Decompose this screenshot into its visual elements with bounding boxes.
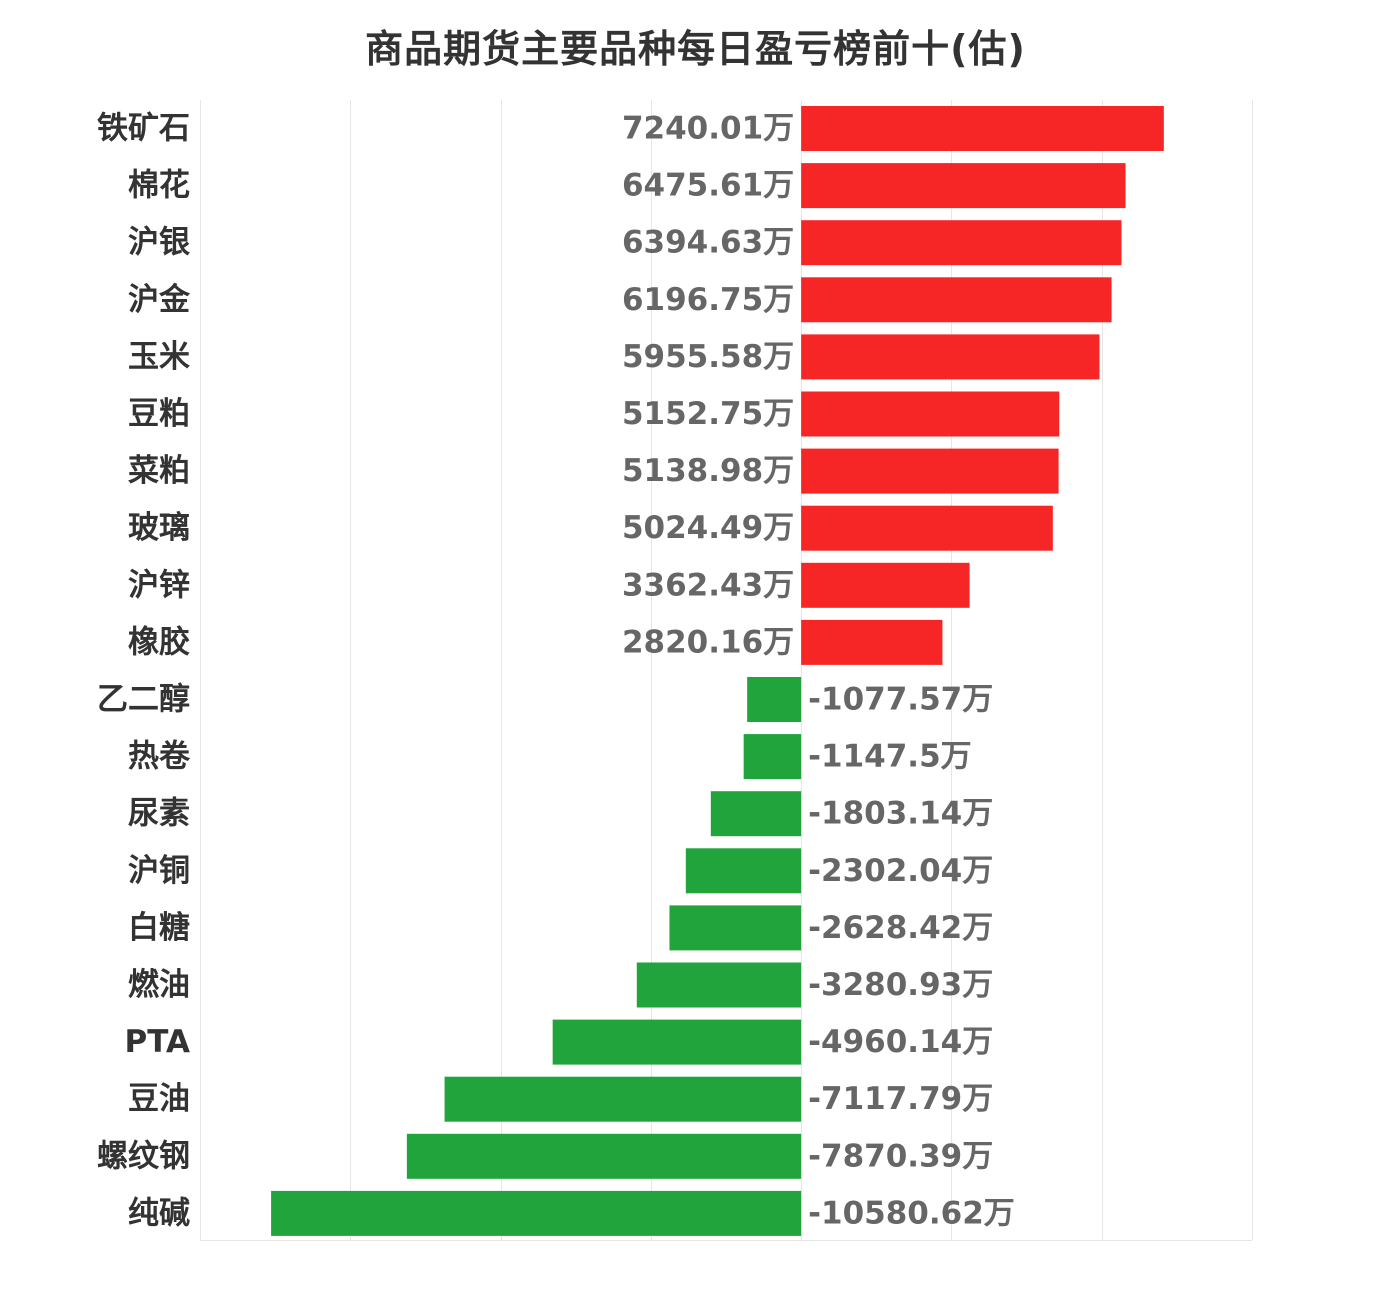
bar-15 bbox=[636, 962, 802, 1008]
category-label: 沪铜 bbox=[128, 853, 190, 889]
category-label: 玉米 bbox=[128, 339, 190, 375]
category-label: 螺纹钢 bbox=[97, 1138, 190, 1174]
bar-17 bbox=[444, 1076, 802, 1122]
bar-5 bbox=[801, 391, 1060, 437]
value-label: -3280.93万 bbox=[808, 967, 993, 1003]
value-label: -2628.42万 bbox=[808, 910, 993, 946]
value-label: 6196.75万 bbox=[622, 282, 794, 318]
value-label: -10580.62万 bbox=[808, 1195, 1015, 1231]
category-label: 乙二醇 bbox=[97, 682, 190, 718]
category-label: 白糖 bbox=[128, 910, 190, 946]
value-label: -7870.39万 bbox=[808, 1138, 993, 1174]
chart-title: 商品期货主要品种每日盈亏榜前十(估) bbox=[365, 27, 1026, 71]
value-label: 6394.63万 bbox=[622, 225, 794, 261]
bar-16 bbox=[552, 1019, 802, 1065]
bar-7 bbox=[801, 505, 1053, 551]
value-labels: 7240.01万 6475.61万 6394.63万 6196.75万 5955.58万… bbox=[622, 111, 1015, 1232]
bar-18 bbox=[406, 1133, 802, 1179]
bar-19 bbox=[271, 1190, 802, 1236]
value-label: 2820.16万 bbox=[622, 624, 794, 660]
bar-3 bbox=[801, 277, 1112, 323]
value-label: 3362.43万 bbox=[622, 567, 794, 603]
value-label: -1803.14万 bbox=[808, 796, 993, 832]
bar-0 bbox=[801, 106, 1164, 151]
bar-12 bbox=[710, 791, 802, 837]
value-label: 5024.49万 bbox=[622, 510, 794, 546]
value-label: -4960.14万 bbox=[808, 1024, 993, 1060]
bar-14 bbox=[669, 905, 802, 951]
category-label: 铁矿石 bbox=[97, 111, 190, 147]
category-label: 沪锌 bbox=[128, 567, 190, 603]
category-label: 沪银 bbox=[128, 225, 190, 261]
bar-9 bbox=[801, 619, 943, 665]
category-label: 玻璃 bbox=[128, 510, 190, 546]
category-label: 棉花 bbox=[128, 168, 190, 204]
category-label: 橡胶 bbox=[128, 624, 190, 660]
bar-13 bbox=[685, 848, 802, 894]
bar-10 bbox=[747, 677, 802, 722]
grid-layer bbox=[200, 100, 1253, 1241]
category-label: 菜粕 bbox=[128, 453, 190, 489]
category-label: 豆油 bbox=[128, 1081, 190, 1117]
category-label: 纯碱 bbox=[128, 1195, 190, 1231]
value-label: -1077.57万 bbox=[808, 682, 993, 718]
category-label: 沪金 bbox=[128, 282, 191, 318]
bar-4 bbox=[801, 334, 1100, 380]
category-label: PTA bbox=[125, 1024, 190, 1060]
bar-layer bbox=[271, 106, 1164, 1236]
bar-2 bbox=[801, 220, 1122, 266]
category-label: 尿素 bbox=[128, 796, 190, 832]
value-label: 5138.98万 bbox=[622, 453, 794, 489]
value-label: 7240.01万 bbox=[622, 111, 794, 147]
value-label: -7117.79万 bbox=[808, 1081, 993, 1117]
value-label: -1147.5万 bbox=[808, 739, 972, 775]
value-label: 6475.61万 bbox=[622, 168, 794, 204]
category-label: 豆粕 bbox=[128, 396, 190, 432]
value-label: 5152.75万 bbox=[622, 396, 794, 432]
bar-6 bbox=[801, 448, 1059, 494]
bar-8 bbox=[801, 562, 970, 608]
value-label: -2302.04万 bbox=[808, 853, 993, 889]
bar-11 bbox=[743, 734, 802, 780]
category-label: 热卷 bbox=[128, 739, 191, 775]
category-label: 燃油 bbox=[128, 967, 190, 1003]
bar-1 bbox=[801, 163, 1126, 209]
value-label: 5955.58万 bbox=[622, 339, 794, 375]
